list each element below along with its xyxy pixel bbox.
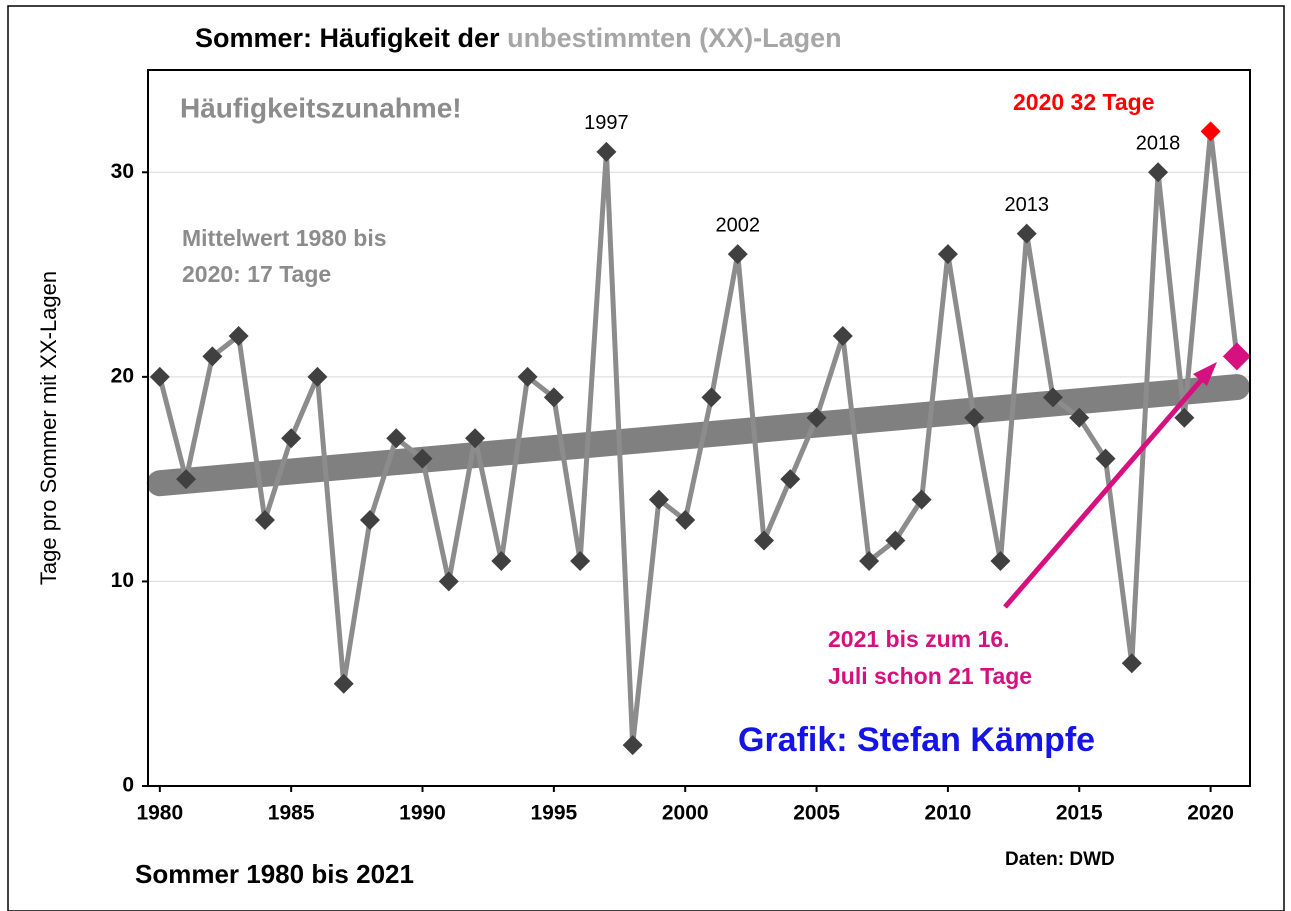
title-main: Sommer: Häufigkeit der — [195, 23, 500, 53]
marker — [202, 346, 223, 367]
marker — [1016, 223, 1037, 244]
marker — [596, 141, 617, 162]
marker — [176, 469, 197, 490]
marker — [1222, 342, 1251, 371]
marker — [885, 530, 906, 551]
x-tick-label: 1980 — [136, 802, 183, 825]
annotation: 2021 bis zum 16. — [828, 626, 1010, 652]
plot: 1997 2002 2013 2018 — [146, 112, 1251, 787]
y-tick-label: 10 — [111, 569, 134, 592]
y-axis-label: Tage pro Sommer mit XX-Lagen — [36, 271, 61, 585]
marker — [438, 571, 459, 592]
marker — [911, 489, 932, 510]
marker — [780, 469, 801, 490]
x-tick-label: 2015 — [1056, 802, 1103, 825]
marker — [228, 325, 249, 346]
marker — [333, 673, 354, 694]
x-tick-label: 1995 — [531, 802, 578, 825]
arrow-shaft — [1003, 376, 1205, 609]
point-label: 2018 — [1136, 133, 1181, 155]
annotation: Mittelwert 1980 bis — [182, 225, 387, 251]
marker — [570, 550, 591, 571]
annotation: 2020: 17 Tage — [182, 261, 331, 287]
x-tick-label: 1990 — [399, 802, 446, 825]
marker — [832, 325, 853, 346]
y-tick-label: 30 — [111, 160, 134, 183]
marker — [1042, 387, 1063, 408]
marker — [1095, 448, 1116, 469]
marker — [359, 510, 380, 531]
marker — [1174, 407, 1195, 428]
x-tick-label: 2000 — [662, 802, 709, 825]
y-tick-label: 20 — [111, 364, 134, 387]
marker — [964, 407, 985, 428]
x-axis-label: Sommer 1980 bis 2021 — [135, 859, 414, 889]
marker — [1069, 407, 1090, 428]
marker — [675, 510, 696, 531]
marker — [307, 366, 328, 387]
x-tick-label: 2005 — [793, 802, 840, 825]
marker — [1121, 653, 1142, 674]
arrow — [1003, 362, 1217, 609]
marker — [622, 735, 643, 756]
chart-title: Sommer: Häufigkeit der unbestimmten (XX)… — [195, 23, 842, 53]
x-tick-label: 2020 — [1187, 802, 1234, 825]
annotation: Häufigkeitszunahme! — [180, 92, 462, 123]
marker — [1148, 162, 1169, 183]
marker — [543, 387, 564, 408]
marker — [412, 448, 433, 469]
frame — [7, 5, 1285, 911]
marker — [859, 550, 880, 571]
marker — [281, 428, 302, 449]
arrow-head — [1193, 362, 1217, 386]
point-label: 2013 — [1004, 194, 1049, 216]
marker — [517, 366, 538, 387]
point-label: 1997 — [584, 112, 629, 134]
marker — [648, 489, 669, 510]
marker — [1200, 121, 1221, 142]
marker — [465, 428, 486, 449]
y-tick-label: 0 — [122, 774, 134, 797]
marker — [754, 530, 775, 551]
marker — [990, 550, 1011, 571]
marker — [491, 550, 512, 571]
plot-border — [147, 69, 1251, 787]
annotation: Juli schon 21 Tage — [828, 663, 1032, 689]
x-tick-label: 2010 — [925, 802, 972, 825]
point-label: 2002 — [715, 214, 760, 236]
x-tick-label: 1985 — [268, 802, 315, 825]
source: Daten: DWD — [1005, 849, 1115, 870]
title-highlight: unbestimmten (XX)-Lagen — [507, 23, 842, 53]
marker — [254, 510, 275, 531]
marker — [386, 428, 407, 449]
marker — [149, 366, 170, 387]
annotation: 2020 32 Tage — [1013, 89, 1155, 115]
marker — [727, 244, 748, 265]
marker — [806, 407, 827, 428]
marker — [937, 244, 958, 265]
credit: Grafik: Stefan Kämpfe — [738, 721, 1095, 759]
marker — [701, 387, 722, 408]
